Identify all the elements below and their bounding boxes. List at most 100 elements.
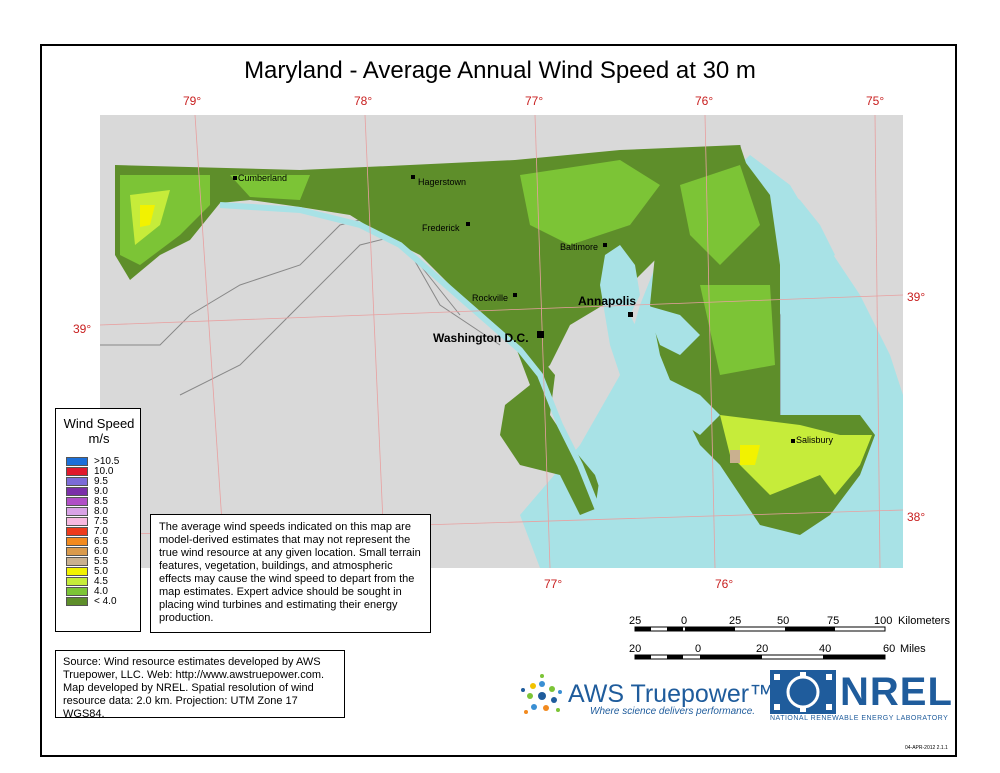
legend-swatch [66,547,88,556]
lat-label-left-39: 39° [73,322,92,336]
legend-swatch [66,507,88,516]
lat-label-right-38: 38° [907,510,926,524]
legend-swatch [66,497,88,506]
scale-km-label-2: 25 [729,615,742,627]
wind-patch-4-0 [700,285,775,375]
maryland-south [500,345,605,515]
legend-label: 8.0 [94,506,108,517]
lon-label-bottom-77: 77° [544,577,563,591]
scale-mi-label-3: 40 [819,643,832,655]
city-marker-annapolis [628,312,633,317]
scale-bar-km [634,626,886,632]
city-marker-baltimore [603,243,607,247]
legend-label: 4.5 [94,576,108,587]
city-marker-salisbury [791,439,795,443]
city-label-baltimore: Baltimore [560,242,598,252]
scale-km-label-4: 75 [827,615,840,627]
disclaimer-note: The average wind speeds indicated on thi… [150,514,431,633]
wind-patch-4-5 [820,435,872,495]
delaware-bay [780,185,835,265]
city-label-rockville: Rockville [472,293,508,303]
legend-title: Wind Speed [63,416,135,431]
legend-swatch [66,487,88,496]
city-marker-frederick [466,222,470,226]
city-label-salisbury: Salisbury [796,435,834,445]
scale-mi-unit: Miles [900,643,926,655]
city-marker-rockville [513,293,517,297]
chesapeake-bay [595,245,650,515]
datestamp: 04-APR-2012 2.1.1 [905,745,948,751]
legend-swatch [66,587,88,596]
legend-label: >10.5 [94,456,120,467]
lon-label-77: 77° [525,94,544,108]
legend-label: 5.5 [94,556,108,567]
legend-label: 6.5 [94,536,108,547]
aws-logo-icon [521,674,562,714]
legend-swatch [66,577,88,586]
scale-bars [634,626,886,660]
legend-label: < 4.0 [94,596,117,607]
legend-swatch [66,557,88,566]
city-label-cumberland: Cumberland [238,173,287,183]
city-label-annapolis: Annapolis [578,294,636,308]
wind-patch-5-0 [740,445,760,465]
legend-label: 4.0 [94,586,108,597]
legend-label: 6.0 [94,546,108,557]
city-label-hagerstown: Hagerstown [418,177,466,187]
legend-label: 9.0 [94,486,108,497]
map-title: Maryland - Average Annual Wind Speed at … [244,57,756,84]
scale-km-label-5: 100 [874,615,893,627]
wind-patch-5-5 [730,450,740,463]
scale-bar-miles [634,654,886,660]
legend-swatch [66,597,88,606]
legend-swatch [66,477,88,486]
city-markers: Cumberland Hagerstown Frederick Baltimor… [233,173,834,445]
potomac-river [219,202,603,517]
bay-inlets [645,305,700,355]
nrel-logo-text: NREL [840,670,953,714]
city-marker-washington [537,331,544,338]
scale-mi-label-0: 20 [629,643,642,655]
scale-mi-label-4: 60 [883,643,896,655]
legend-label: 8.5 [94,496,108,507]
wind-patch-4-0 [680,165,760,265]
lon-label-79: 79° [183,94,202,108]
city-marker-hagerstown [411,175,415,179]
wind-patch-5-0 [140,205,155,227]
wind-map: Cumberland Hagerstown Frederick Baltimor… [100,115,903,568]
legend-swatch [66,567,88,576]
legend-label: 9.5 [94,476,108,487]
lat-label-right-39: 39° [907,290,926,304]
scale-km-unit: Kilometers [898,615,950,627]
legend-label: 7.5 [94,516,108,527]
city-marker-cumberland [233,176,237,180]
lon-label-78: 78° [354,94,373,108]
legend-label: 7.0 [94,526,108,537]
scale-km-label-1: 0 [681,615,688,627]
scale-mi-label-2: 20 [756,643,769,655]
nrel-logo-icon [770,670,836,714]
legend-swatch [66,457,88,466]
legend-swatch [66,527,88,536]
scale-km-label-0: 25 [629,615,642,627]
nrel-logo-subtitle: NATIONAL RENEWABLE ENERGY LABORATORY [770,715,949,722]
legend-swatch [66,517,88,526]
city-label-frederick: Frederick [422,223,460,233]
lon-label-76: 76° [695,94,714,108]
lon-label-bottom-76: 76° [715,577,734,591]
legend-swatch [66,537,88,546]
bay-inlets [660,375,720,435]
source-note: Source: Wind resource estimates develope… [55,650,345,720]
wind-patch-4-5 [720,415,840,495]
aws-logo-text: AWS Truepower™ [568,680,775,708]
aws-tagline: Where science delivers performance. [590,706,756,717]
legend-label: 10.0 [94,466,114,477]
legend-swatch [66,467,88,476]
legend-label: 5.0 [94,566,108,577]
city-label-washington: Washington D.C. [433,331,529,345]
state-boundary-va [179,234,501,396]
legend-unit: m/s [88,431,110,446]
scale-km-label-3: 50 [777,615,790,627]
lon-label-75: 75° [866,94,885,108]
wind-patch-4-0 [230,175,310,200]
